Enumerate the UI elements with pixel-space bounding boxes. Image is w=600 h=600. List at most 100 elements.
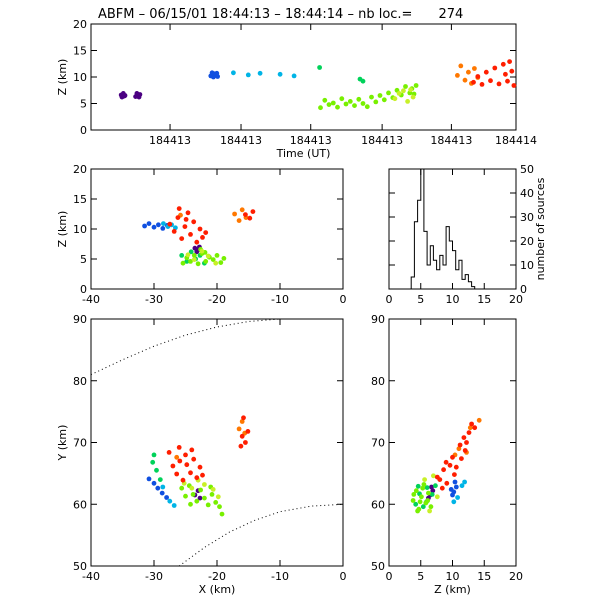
- source-point: [444, 480, 450, 486]
- source-point: [191, 219, 197, 225]
- source-point: [200, 472, 205, 478]
- source-point: [202, 482, 207, 487]
- source-point: [401, 88, 406, 94]
- source-point: [174, 454, 180, 460]
- source-point: [462, 479, 467, 485]
- source-point: [221, 256, 227, 261]
- source-point: [142, 223, 148, 229]
- x-axis-label: Time (UT): [276, 147, 331, 160]
- source-point: [151, 452, 157, 458]
- source-point: [464, 440, 469, 445]
- source-point: [245, 429, 251, 434]
- source-point: [356, 96, 362, 102]
- source-point: [459, 456, 464, 461]
- histogram-bar: [456, 270, 459, 289]
- source-point: [188, 259, 193, 264]
- source-point: [180, 260, 186, 266]
- source-point: [425, 498, 431, 503]
- source-point: [213, 260, 219, 266]
- source-point: [430, 488, 436, 494]
- source-point: [194, 475, 200, 481]
- source-point: [322, 97, 328, 103]
- source-point: [194, 498, 200, 504]
- source-point: [183, 217, 189, 222]
- y-tick-label: 0: [80, 124, 87, 137]
- source-point: [439, 485, 445, 491]
- x-axis-label: Z (km): [434, 583, 471, 596]
- source-point: [450, 454, 455, 460]
- source-point: [236, 426, 242, 432]
- y-tick-label: 60: [73, 498, 87, 511]
- x-tick-label: 184413: [290, 134, 332, 147]
- source-point: [479, 82, 485, 87]
- source-point: [175, 215, 181, 221]
- source-point: [232, 211, 238, 217]
- source-point: [467, 425, 473, 431]
- figure-title: ABFM – 06/15/01 18:44:13 – 18:44:14 – nb…: [98, 7, 463, 22]
- source-point: [213, 500, 219, 505]
- y-tick-label: 90: [73, 313, 87, 326]
- histogram-bar: [411, 277, 414, 289]
- source-point: [462, 77, 468, 83]
- x-tick-label: 5: [417, 293, 424, 306]
- source-point: [179, 253, 185, 258]
- x-tick-label: 20: [509, 570, 523, 583]
- y-axis-label: Z (km): [56, 211, 69, 248]
- source-point: [451, 499, 457, 505]
- histogram-bar: [433, 260, 436, 289]
- source-point: [483, 69, 489, 75]
- time-height-panel: 0 5 10 15 20 184413 184413 184413 184413 184413 18…: [56, 18, 537, 160]
- source-point: [188, 249, 194, 255]
- source-point: [427, 508, 432, 514]
- source-point: [475, 74, 481, 79]
- source-point: [317, 65, 322, 70]
- source-point: [377, 93, 383, 98]
- source-point: [164, 495, 170, 500]
- source-point: [197, 464, 203, 470]
- source-point: [157, 477, 163, 482]
- source-point: [462, 448, 468, 453]
- source-point: [369, 94, 374, 100]
- source-point: [167, 498, 173, 504]
- source-point: [476, 417, 482, 423]
- source-point: [200, 235, 205, 240]
- y-tick-label: 50: [371, 560, 385, 573]
- source-point: [457, 442, 463, 448]
- histogram-bar: [440, 255, 443, 289]
- source-point: [239, 433, 245, 439]
- source-point: [155, 485, 161, 491]
- plan-view-panel: 50 60 70 80 90 -40 -30 -20 -10 0 X (km) Y (km): [56, 313, 347, 596]
- source-point: [180, 477, 186, 483]
- x-tick-label: -10: [271, 293, 289, 306]
- source-point: [197, 226, 203, 232]
- y-tick-label: 5: [80, 253, 87, 266]
- histogram-bar: [424, 231, 427, 289]
- x-axis-label: X (km): [199, 583, 236, 596]
- source-point: [459, 483, 465, 489]
- y-tick-label: 15: [73, 193, 87, 206]
- source-point: [352, 103, 357, 108]
- source-point: [188, 232, 193, 237]
- source-point: [443, 459, 449, 465]
- source-point: [197, 495, 203, 501]
- source-point: [496, 81, 502, 87]
- source-point: [191, 253, 197, 258]
- histogram-bar: [427, 265, 430, 289]
- source-point: [469, 421, 474, 427]
- source-point: [238, 443, 244, 449]
- source-point: [466, 430, 472, 435]
- source-point: [415, 483, 421, 489]
- x-tick-label: 184413: [220, 134, 262, 147]
- x-tick-label: 5: [417, 570, 424, 583]
- source-point: [198, 487, 204, 493]
- histogram-bar: [459, 260, 462, 289]
- x-tick-label: 20: [509, 293, 523, 306]
- source-point: [184, 259, 190, 264]
- source-point: [194, 249, 200, 255]
- source-point: [156, 222, 161, 228]
- source-point: [210, 487, 216, 492]
- source-point: [347, 99, 353, 104]
- source-point: [188, 470, 193, 476]
- plot-frame: [90, 23, 517, 131]
